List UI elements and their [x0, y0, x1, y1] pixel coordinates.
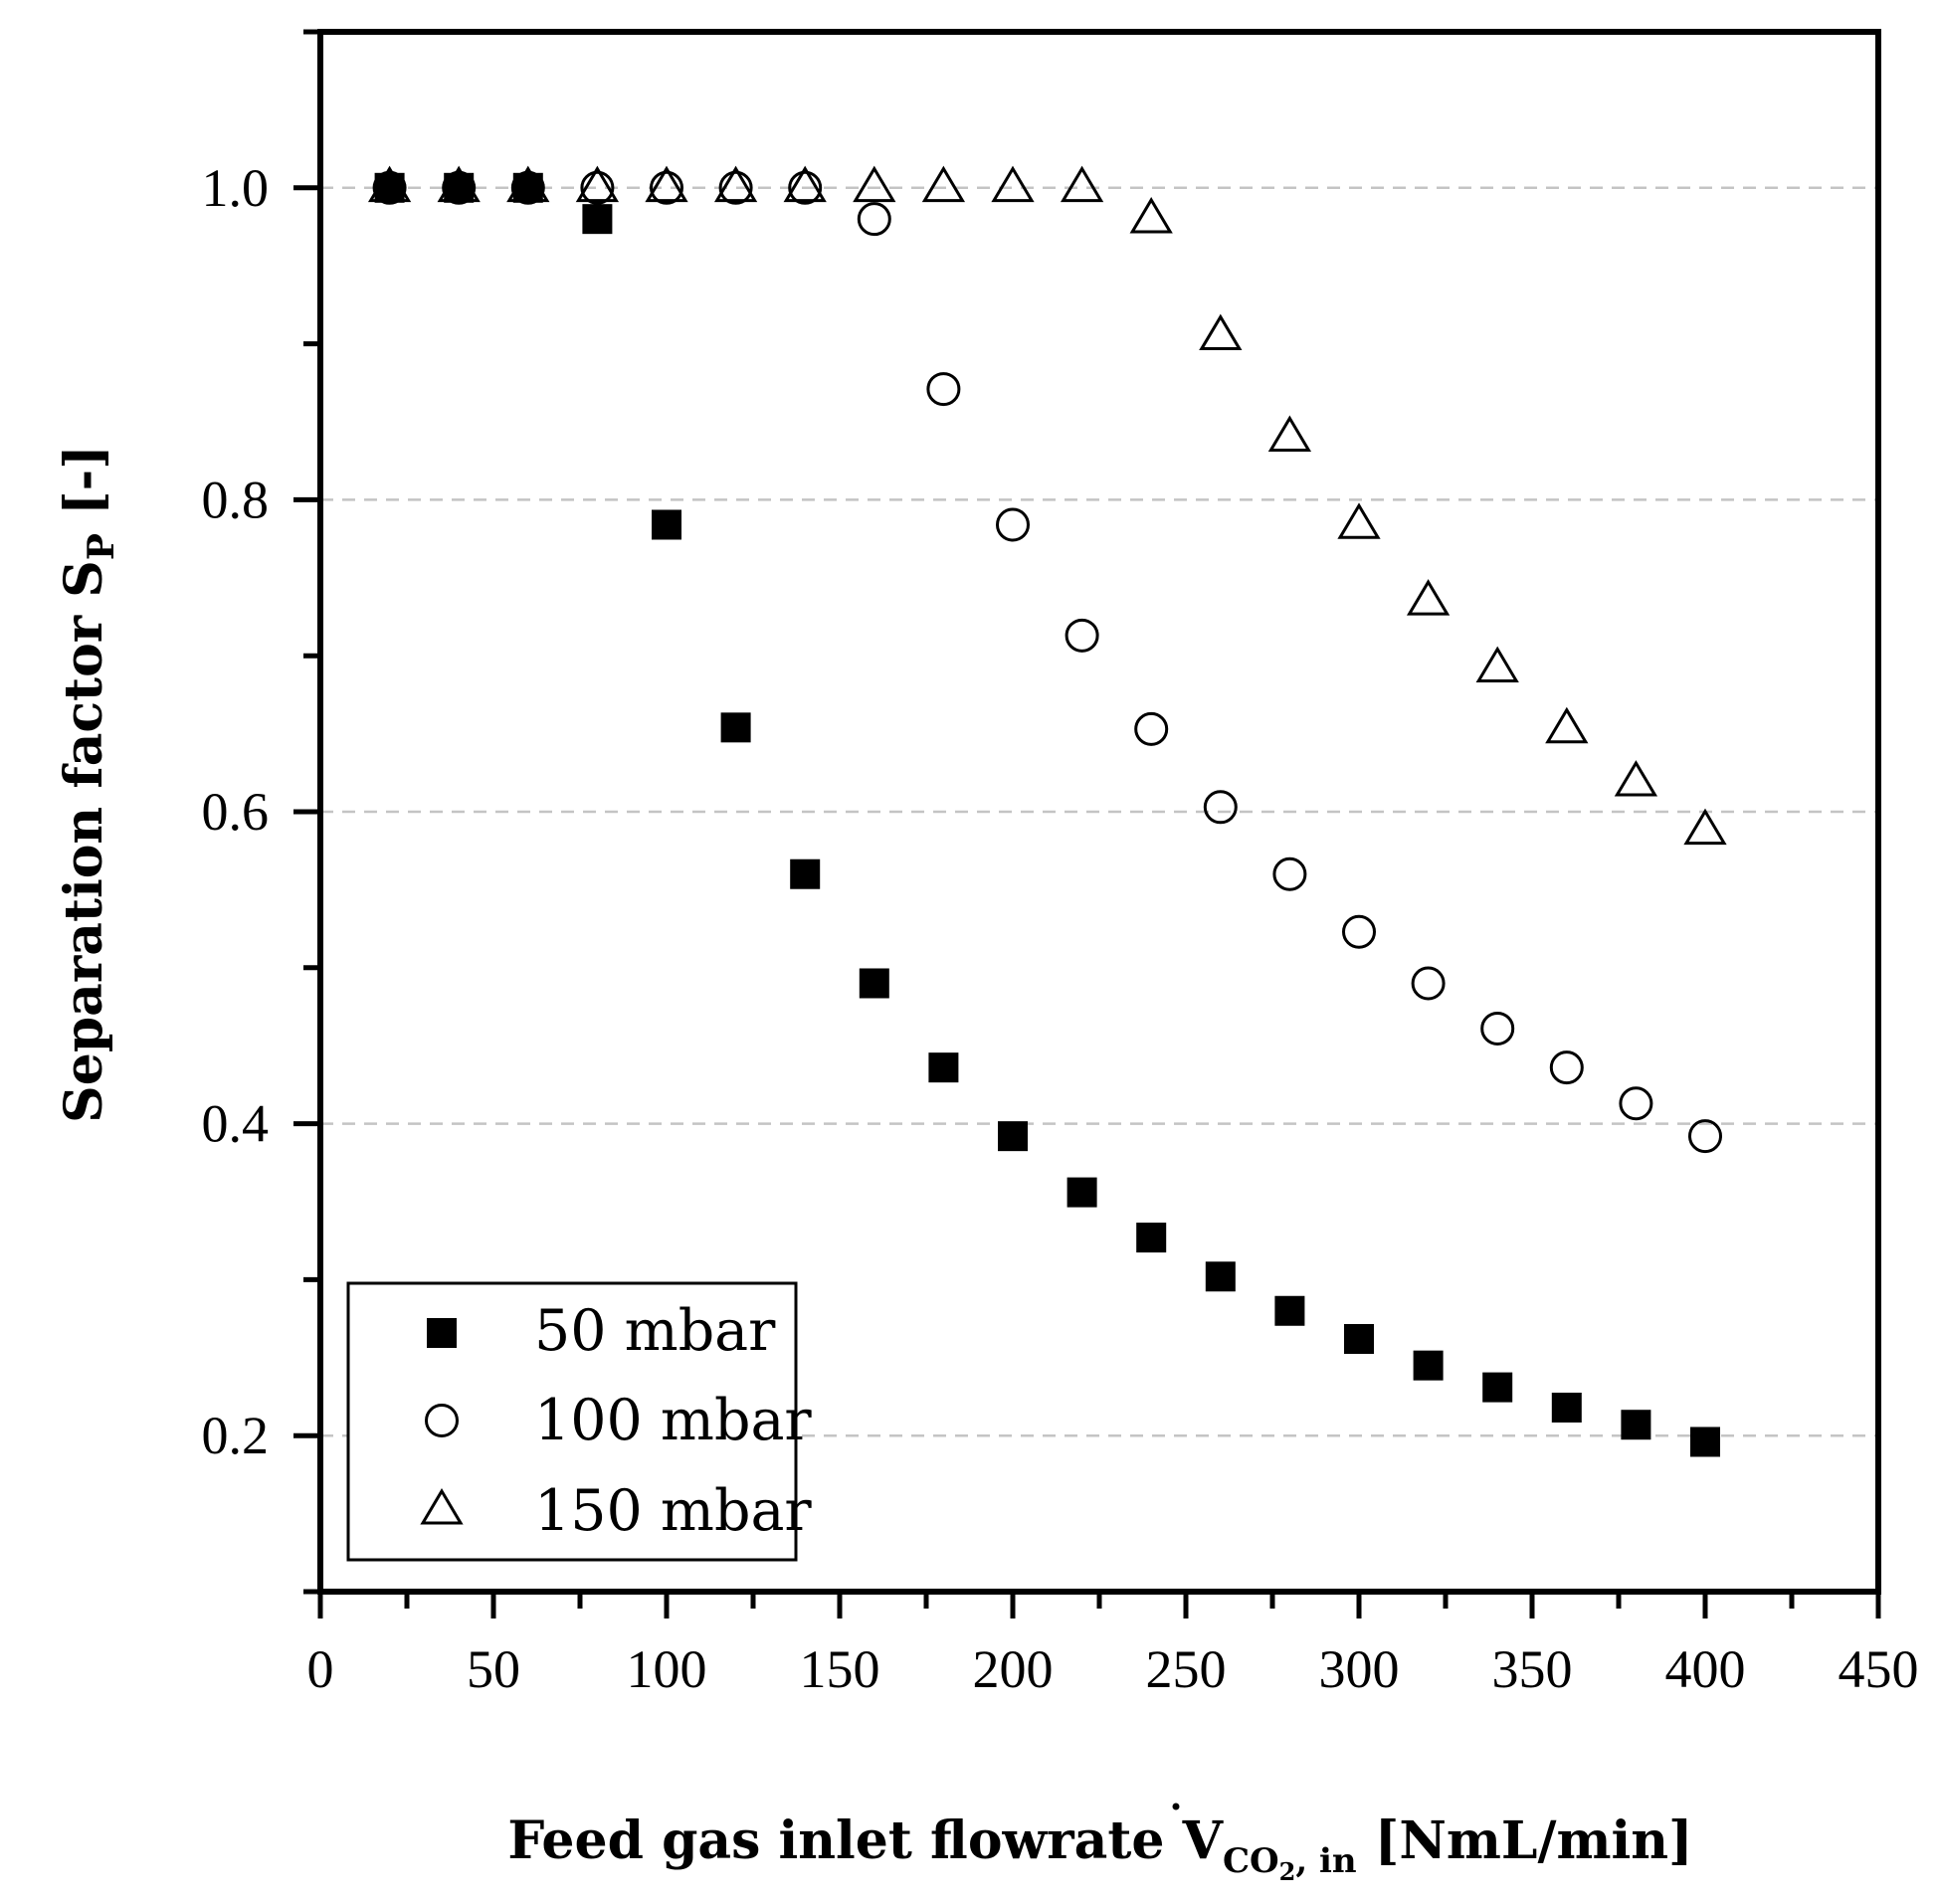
point-100-mbar-60	[510, 170, 545, 205]
y-tick-label-0-2: 0.2	[202, 1406, 270, 1465]
point-50-mbar-100	[652, 509, 681, 540]
point-100-mbar-200	[996, 507, 1030, 542]
series-50-mbar	[374, 172, 1720, 1457]
axes: 0 50 100 150 200 250 300 350 400 450 0.2 0.4 0.6 0.8 1…	[202, 29, 1919, 1699]
legend-marker-50-mbar	[427, 1318, 457, 1348]
point-100-mbar-360	[1549, 1050, 1584, 1085]
point-100-mbar-400	[1688, 1119, 1722, 1154]
point-50-mbar-300	[1344, 1323, 1374, 1354]
y-tick-label-0-4: 0.4	[202, 1094, 270, 1154]
point-100-mbar-40	[442, 170, 477, 205]
point-100-mbar-340	[1480, 1011, 1515, 1046]
point-100-mbar-20	[372, 170, 407, 205]
legend-marker-100-mbar	[425, 1404, 459, 1437]
point-150-mbar-100	[645, 165, 688, 203]
point-50-mbar-240	[1136, 1223, 1167, 1253]
point-150-mbar-380	[1614, 760, 1658, 797]
legend-label-100-mbar: 100 mbar	[534, 1388, 812, 1453]
point-150-mbar-400	[1683, 808, 1727, 846]
x-tick-label-200: 200	[973, 1639, 1054, 1699]
point-100-mbar-280	[1272, 857, 1307, 891]
series-100-mbar	[372, 170, 1722, 1154]
legend: 50 mbar 100 mbar 150 mbar	[346, 1281, 812, 1562]
series-150-mbar	[367, 165, 1727, 846]
point-100-mbar-220	[1065, 618, 1099, 653]
point-100-mbar-380	[1619, 1086, 1653, 1121]
point-150-mbar-280	[1267, 415, 1312, 452]
point-50-mbar-80	[582, 204, 613, 235]
point-50-mbar-200	[998, 1121, 1028, 1152]
x-tick-label-300: 300	[1319, 1639, 1400, 1699]
point-100-mbar-180	[926, 372, 961, 407]
point-150-mbar-40	[437, 165, 481, 203]
point-50-mbar-400	[1690, 1427, 1720, 1457]
grid-lines	[320, 186, 1878, 1437]
point-50-mbar-280	[1274, 1295, 1305, 1326]
point-150-mbar-120	[713, 165, 758, 203]
point-100-mbar-320	[1411, 966, 1446, 1001]
point-150-mbar-140	[783, 165, 827, 203]
point-150-mbar-200	[991, 165, 1035, 203]
point-150-mbar-300	[1337, 502, 1381, 539]
point-100-mbar-140	[788, 170, 823, 205]
point-50-mbar-220	[1066, 1177, 1097, 1208]
point-150-mbar-360	[1545, 706, 1589, 744]
legend-box	[346, 1281, 798, 1562]
point-150-mbar-60	[506, 165, 550, 203]
point-100-mbar-260	[1203, 790, 1238, 825]
x-tick-label-150: 150	[800, 1639, 880, 1699]
point-150-mbar-220	[1060, 165, 1104, 203]
x-tick-label-0: 0	[307, 1639, 334, 1699]
x-axis-title: Feed gas inlet flowrate VCO2, in [NmL/mi…	[507, 1810, 1692, 1886]
point-150-mbar-20	[367, 165, 412, 203]
x-tick-label-450: 450	[1839, 1639, 1919, 1699]
point-50-mbar-180	[928, 1052, 959, 1083]
point-50-mbar-340	[1482, 1372, 1513, 1403]
x-axis-title-dot	[1172, 1803, 1180, 1810]
x-tick-label-50: 50	[467, 1639, 520, 1699]
point-100-mbar-100	[650, 170, 683, 205]
x-tick-label-100: 100	[627, 1639, 707, 1699]
point-50-mbar-140	[790, 858, 821, 889]
y-tick-label-1: 1.0	[202, 158, 270, 218]
point-150-mbar-160	[853, 165, 896, 203]
data-points	[367, 165, 1727, 1457]
point-100-mbar-300	[1342, 914, 1376, 949]
y-tick-label-0-8: 0.8	[202, 470, 270, 529]
x-tick-label-400: 400	[1665, 1639, 1746, 1699]
x-tick-label-350: 350	[1492, 1639, 1573, 1699]
point-150-mbar-320	[1406, 579, 1451, 616]
point-150-mbar-80	[575, 165, 620, 203]
point-50-mbar-320	[1413, 1350, 1444, 1381]
legend-label-50-mbar: 50 mbar	[534, 1298, 776, 1364]
point-100-mbar-120	[718, 170, 753, 205]
point-150-mbar-180	[921, 165, 966, 203]
point-50-mbar-360	[1551, 1392, 1582, 1423]
x-tick-label-250: 250	[1146, 1639, 1227, 1699]
point-50-mbar-380	[1621, 1410, 1651, 1440]
y-tick-label-0-6: 0.6	[202, 782, 270, 842]
point-150-mbar-240	[1129, 197, 1173, 234]
point-50-mbar-260	[1205, 1261, 1236, 1292]
point-100-mbar-160	[857, 202, 891, 237]
legend-label-150-mbar: 150 mbar	[534, 1478, 812, 1544]
y-axis-title: Separation factor SP [-]	[54, 445, 122, 1123]
point-100-mbar-80	[580, 170, 615, 205]
legend-marker-150-mbar	[420, 1488, 464, 1525]
point-150-mbar-260	[1199, 313, 1243, 351]
point-150-mbar-340	[1475, 646, 1519, 683]
point-50-mbar-120	[720, 712, 751, 743]
point-50-mbar-160	[859, 968, 889, 999]
point-100-mbar-240	[1134, 711, 1169, 746]
